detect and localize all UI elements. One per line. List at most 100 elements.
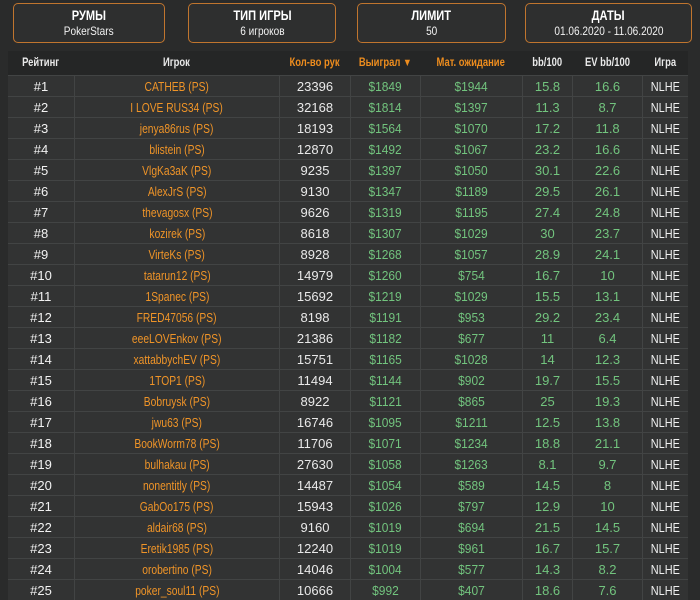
table-row: #17 jwu63 (PS) 16746 $1095 $1211 12.5 13… [8, 411, 688, 432]
player-name-link[interactable]: jwu63 (PS) [74, 411, 279, 432]
bb100-cell: 15.8 [522, 75, 572, 96]
expected-value-cell: $589 [420, 474, 522, 495]
ev-bb100-cell: 11.8 [572, 117, 642, 138]
hands-count-cell: 12870 [279, 138, 350, 159]
table-row: #8 kozirek (PS) 8618 $1307 $1029 30 23.7… [8, 222, 688, 243]
game-type-cell: NLHE [642, 243, 688, 264]
filter-limit[interactable]: ЛИМИТ 50 [357, 3, 506, 43]
column-header-player-label: Игрок [163, 57, 190, 69]
player-name-link[interactable]: BookWorm78 (PS) [74, 432, 279, 453]
column-header-rank[interactable]: Рейтинг [8, 51, 74, 75]
hands-count-cell: 8618 [279, 222, 350, 243]
column-header-expected-value[interactable]: Мат. ожидание [420, 51, 522, 75]
bb100-cell: 21.5 [522, 516, 572, 537]
filter-dates-label: ДАТЫ [592, 8, 625, 23]
bb100-cell: 17.2 [522, 117, 572, 138]
hands-count-cell: 11706 [279, 432, 350, 453]
ev-bb100-cell: 26.1 [572, 180, 642, 201]
rank-cell: #25 [8, 579, 74, 600]
player-name-link[interactable]: I LOVE RUS34 (PS) [74, 96, 279, 117]
expected-value-cell: $1028 [420, 348, 522, 369]
bb100-cell: 30.1 [522, 159, 572, 180]
hands-count-cell: 10666 [279, 579, 350, 600]
player-name-link[interactable]: CATHEB (PS) [74, 75, 279, 96]
bb100-cell: 8.1 [522, 453, 572, 474]
bb100-cell: 12.5 [522, 411, 572, 432]
column-header-won-label: Выиграл [358, 57, 401, 69]
hands-count-cell: 14046 [279, 558, 350, 579]
bb100-cell: 16.7 [522, 264, 572, 285]
player-name-link[interactable]: Bobruysk (PS) [74, 390, 279, 411]
player-name-link[interactable]: blistein (PS) [74, 138, 279, 159]
player-name-link[interactable]: bulhakau (PS) [74, 453, 279, 474]
column-header-won[interactable]: Выиграл ▼ [350, 51, 420, 75]
filter-game-type-label: ТИП ИГРЫ [232, 8, 292, 23]
expected-value-cell: $677 [420, 327, 522, 348]
player-name-link[interactable]: poker_soul11 (PS) [74, 579, 279, 600]
player-name-link[interactable]: aldair68 (PS) [74, 516, 279, 537]
ev-bb100-cell: 15.5 [572, 369, 642, 390]
player-name-link[interactable]: 1TOP1 (PS) [74, 369, 279, 390]
column-header-game-label: Игра [654, 57, 676, 69]
player-name-link[interactable]: jenya86rus (PS) [74, 117, 279, 138]
player-name-link[interactable]: kozirek (PS) [74, 222, 279, 243]
bb100-cell: 15.5 [522, 285, 572, 306]
player-name-link[interactable]: orobertino (PS) [74, 558, 279, 579]
column-header-bb100[interactable]: bb/100 [522, 51, 572, 75]
expected-value-cell: $1067 [420, 138, 522, 159]
game-type-cell: NLHE [642, 96, 688, 117]
table-row: #9 VirteKs (PS) 8928 $1268 $1057 28.9 24… [8, 243, 688, 264]
table-row: #6 AlexJrS (PS) 9130 $1347 $1189 29.5 26… [8, 180, 688, 201]
filter-game-type-value: 6 игроков [239, 24, 285, 38]
player-name-link[interactable]: eeeLOVEnkov (PS) [74, 327, 279, 348]
game-type-cell: NLHE [642, 117, 688, 138]
column-header-ev-bb100[interactable]: EV bb/100 [572, 51, 642, 75]
ev-bb100-cell: 21.1 [572, 432, 642, 453]
won-amount-cell: $1019 [350, 537, 420, 558]
game-type-cell: NLHE [642, 432, 688, 453]
player-name-link[interactable]: FRED47056 (PS) [74, 306, 279, 327]
ev-bb100-cell: 23.4 [572, 306, 642, 327]
expected-value-cell: $1189 [420, 180, 522, 201]
column-header-expected-value-label: Мат. ожидание [436, 57, 506, 69]
expected-value-cell: $1211 [420, 411, 522, 432]
column-header-hands[interactable]: Кол-во рук [279, 51, 350, 75]
hands-count-cell: 8922 [279, 390, 350, 411]
player-name-link[interactable]: xattabbychEV (PS) [74, 348, 279, 369]
player-name-link[interactable]: thevagosx (PS) [74, 201, 279, 222]
column-header-player[interactable]: Игрок [74, 51, 279, 75]
won-amount-cell: $1026 [350, 495, 420, 516]
rank-cell: #17 [8, 411, 74, 432]
hands-count-cell: 9626 [279, 201, 350, 222]
filter-rooms[interactable]: РУМЫ PokerStars [13, 3, 165, 43]
table-row: #15 1TOP1 (PS) 11494 $1144 $902 19.7 15.… [8, 369, 688, 390]
player-name-link[interactable]: AlexJrS (PS) [74, 180, 279, 201]
player-name-link[interactable]: GabOo175 (PS) [74, 495, 279, 516]
table-row: #4 blistein (PS) 12870 $1492 $1067 23.2 … [8, 138, 688, 159]
expected-value-cell: $1263 [420, 453, 522, 474]
hands-count-cell: 16746 [279, 411, 350, 432]
game-type-cell: NLHE [642, 327, 688, 348]
rank-cell: #14 [8, 348, 74, 369]
player-name-link[interactable]: Eretik1985 (PS) [74, 537, 279, 558]
game-type-cell: NLHE [642, 264, 688, 285]
filter-limit-value: 50 [425, 24, 438, 38]
player-name-link[interactable]: VlgKa3aK (PS) [74, 159, 279, 180]
bb100-cell: 14.3 [522, 558, 572, 579]
player-name-link[interactable]: 1Spanec (PS) [74, 285, 279, 306]
ev-bb100-cell: 24.8 [572, 201, 642, 222]
won-amount-cell: $1019 [350, 516, 420, 537]
player-name-link[interactable]: nonentitly (PS) [74, 474, 279, 495]
column-header-game[interactable]: Игра [642, 51, 688, 75]
filter-game-type[interactable]: ТИП ИГРЫ 6 игроков [188, 3, 336, 43]
table-row: #11 1Spanec (PS) 15692 $1219 $1029 15.5 … [8, 285, 688, 306]
filter-dates[interactable]: ДАТЫ 01.06.2020 - 11.06.2020 [525, 3, 692, 43]
table-row: #16 Bobruysk (PS) 8922 $1121 $865 25 19.… [8, 390, 688, 411]
hands-count-cell: 32168 [279, 96, 350, 117]
game-type-cell: NLHE [642, 201, 688, 222]
player-name-link[interactable]: VirteKs (PS) [74, 243, 279, 264]
hands-count-cell: 27630 [279, 453, 350, 474]
expected-value-cell: $902 [420, 369, 522, 390]
bb100-cell: 18.6 [522, 579, 572, 600]
player-name-link[interactable]: tatarun12 (PS) [74, 264, 279, 285]
